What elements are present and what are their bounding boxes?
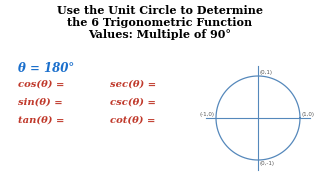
Text: (1,0): (1,0)	[301, 112, 314, 117]
Text: (0,1): (0,1)	[259, 70, 272, 75]
Text: cos(θ) =: cos(θ) =	[18, 80, 64, 89]
Text: θ = 180°: θ = 180°	[18, 62, 74, 75]
Text: the 6 Trigonometric Function: the 6 Trigonometric Function	[68, 17, 252, 28]
Text: (0,-1): (0,-1)	[259, 161, 274, 166]
Text: sin(θ) =: sin(θ) =	[18, 98, 63, 107]
Text: cot(θ) =: cot(θ) =	[110, 116, 156, 125]
Text: csc(θ) =: csc(θ) =	[110, 98, 156, 107]
Text: tan(θ) =: tan(θ) =	[18, 116, 64, 125]
Text: Values: Multiple of 90°: Values: Multiple of 90°	[89, 29, 231, 40]
Text: (-1,0): (-1,0)	[200, 112, 215, 117]
Text: Use the Unit Circle to Determine: Use the Unit Circle to Determine	[57, 5, 263, 16]
Text: sec(θ) =: sec(θ) =	[110, 80, 156, 89]
